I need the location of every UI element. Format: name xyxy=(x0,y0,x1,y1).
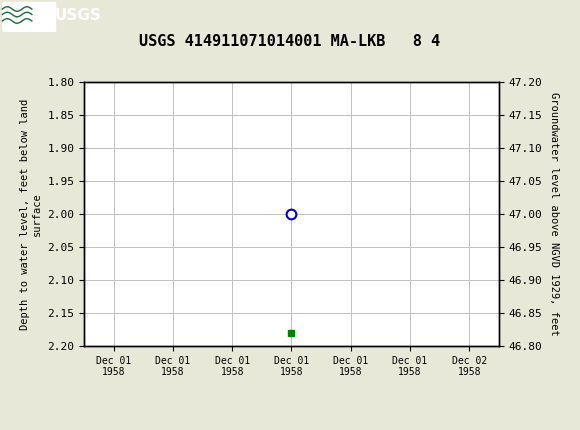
Y-axis label: Depth to water level, feet below land
surface: Depth to water level, feet below land su… xyxy=(20,98,42,329)
FancyBboxPatch shape xyxy=(2,3,51,30)
Bar xyxy=(3,2,55,31)
Text: USGS: USGS xyxy=(55,8,102,23)
Text: USGS 414911071014001 MA-LKB   8 4: USGS 414911071014001 MA-LKB 8 4 xyxy=(139,34,441,49)
Legend: Period of approved data: Period of approved data xyxy=(186,429,397,430)
Y-axis label: Groundwater level above NGVD 1929, feet: Groundwater level above NGVD 1929, feet xyxy=(549,92,559,336)
